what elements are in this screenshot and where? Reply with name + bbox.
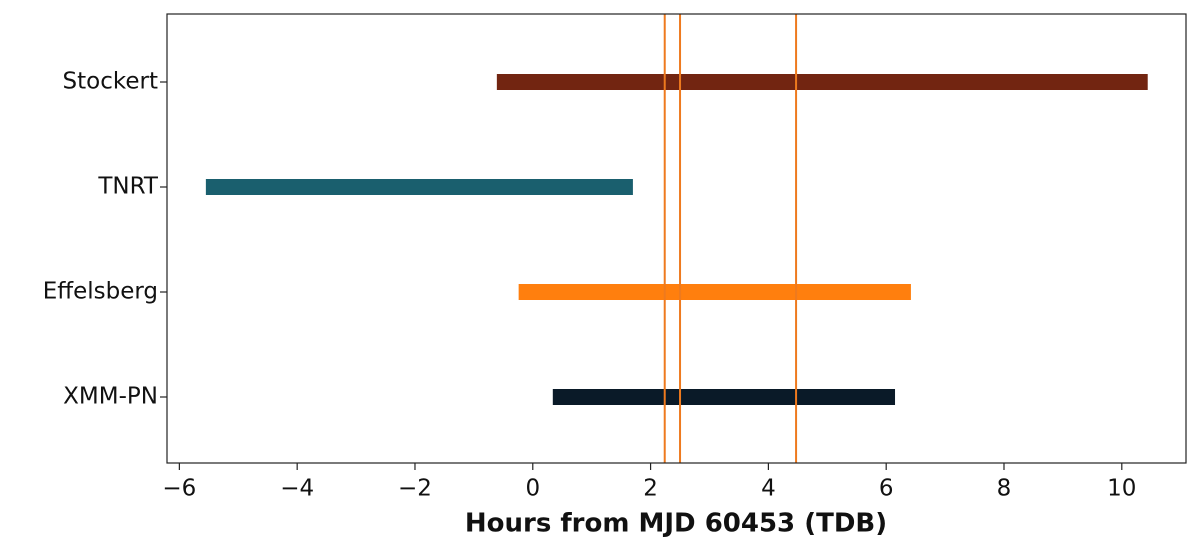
- y-tick-label: Stockert: [63, 69, 158, 95]
- x-tick-label: 4: [761, 476, 776, 502]
- y-tick-label: TNRT: [97, 174, 159, 200]
- bar: [552, 389, 896, 405]
- x-axis-label: Hours from MJD 60453 (TDB): [465, 509, 887, 539]
- x-tick-label: 2: [643, 476, 658, 502]
- x-tick-label: 6: [879, 476, 894, 502]
- y-tick-label: Effelsberg: [43, 279, 158, 305]
- bar: [518, 284, 911, 300]
- x-tick-label: −4: [280, 476, 314, 502]
- plot-frame: [166, 13, 1187, 464]
- x-tick-label: 8: [997, 476, 1012, 502]
- x-tick-label: −2: [398, 476, 432, 502]
- y-tick-label: XMM-PN: [63, 384, 158, 410]
- bar: [205, 179, 633, 195]
- x-tick-label: −6: [162, 476, 196, 502]
- x-tick-label: 10: [1107, 476, 1136, 502]
- x-tick-label: 0: [525, 476, 540, 502]
- bar: [496, 74, 1148, 90]
